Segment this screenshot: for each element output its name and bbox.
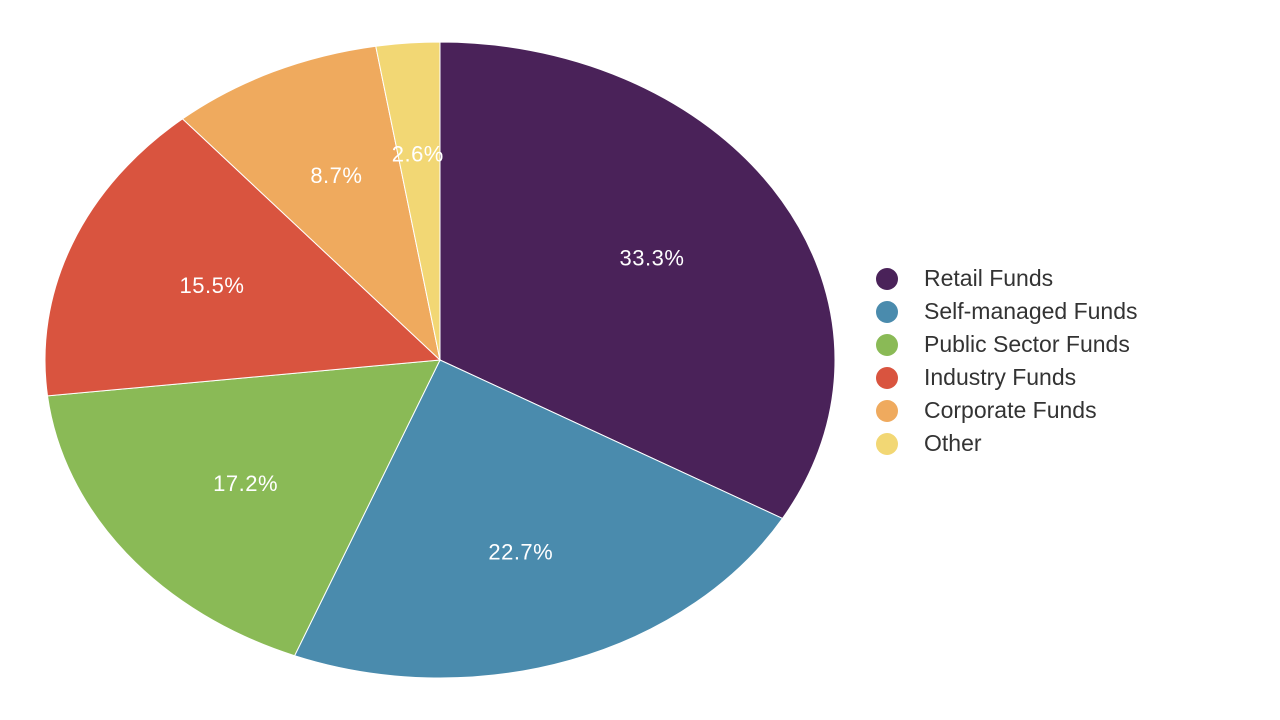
pie-label-public-sector-funds: 17.2% [213, 471, 278, 496]
legend-item-industry-funds: Industry Funds [876, 361, 1138, 394]
legend-item-other: Other [876, 427, 1138, 460]
chart-legend: Retail Funds Self-managed Funds Public S… [876, 262, 1138, 460]
legend-label-public-sector-funds: Public Sector Funds [924, 331, 1130, 357]
legend-swatch-industry-funds [876, 366, 898, 389]
legend-swatch-self-managed-funds [876, 300, 898, 323]
legend-label-self-managed-funds: Self-managed Funds [924, 298, 1138, 324]
legend-item-corporate-funds: Corporate Funds [876, 394, 1138, 427]
legend-swatch-public-sector-funds [876, 333, 898, 356]
pie-slices [44, 41, 836, 679]
legend-item-retail-funds: Retail Funds [876, 262, 1138, 295]
legend-item-public-sector-funds: Public Sector Funds [876, 328, 1138, 361]
pie-label-other: 2.6% [392, 142, 444, 167]
legend-item-self-managed-funds: Self-managed Funds [876, 295, 1138, 328]
legend-label-corporate-funds: Corporate Funds [924, 397, 1097, 423]
pie-slice-corporate-funds [181, 45, 441, 362]
pie-slice-retail-funds [439, 41, 836, 520]
pie-slice-other [375, 41, 441, 361]
legend-label-other: Other [924, 430, 982, 456]
legend-swatch-retail-funds [876, 267, 898, 290]
legend-label-retail-funds: Retail Funds [924, 265, 1054, 291]
legend-label-industry-funds: Industry Funds [924, 364, 1077, 390]
pie-slice-self-managed-funds [293, 359, 784, 679]
pie-slice-industry-funds [44, 118, 442, 397]
legend-swatch-other [876, 432, 898, 455]
pie-slice-public-sector-funds [46, 359, 441, 657]
pie-label-retail-funds: 33.3% [620, 246, 685, 271]
pie-label-corporate-funds: 8.7% [310, 163, 362, 188]
pie-label-self-managed-funds: 22.7% [488, 540, 553, 565]
legend-swatch-corporate-funds [876, 399, 898, 422]
pie-label-industry-funds: 15.5% [180, 273, 245, 298]
pie-slice-labels: 33.3% 22.7% 17.2% 15.5% 8.7% 2.6% [180, 142, 685, 565]
